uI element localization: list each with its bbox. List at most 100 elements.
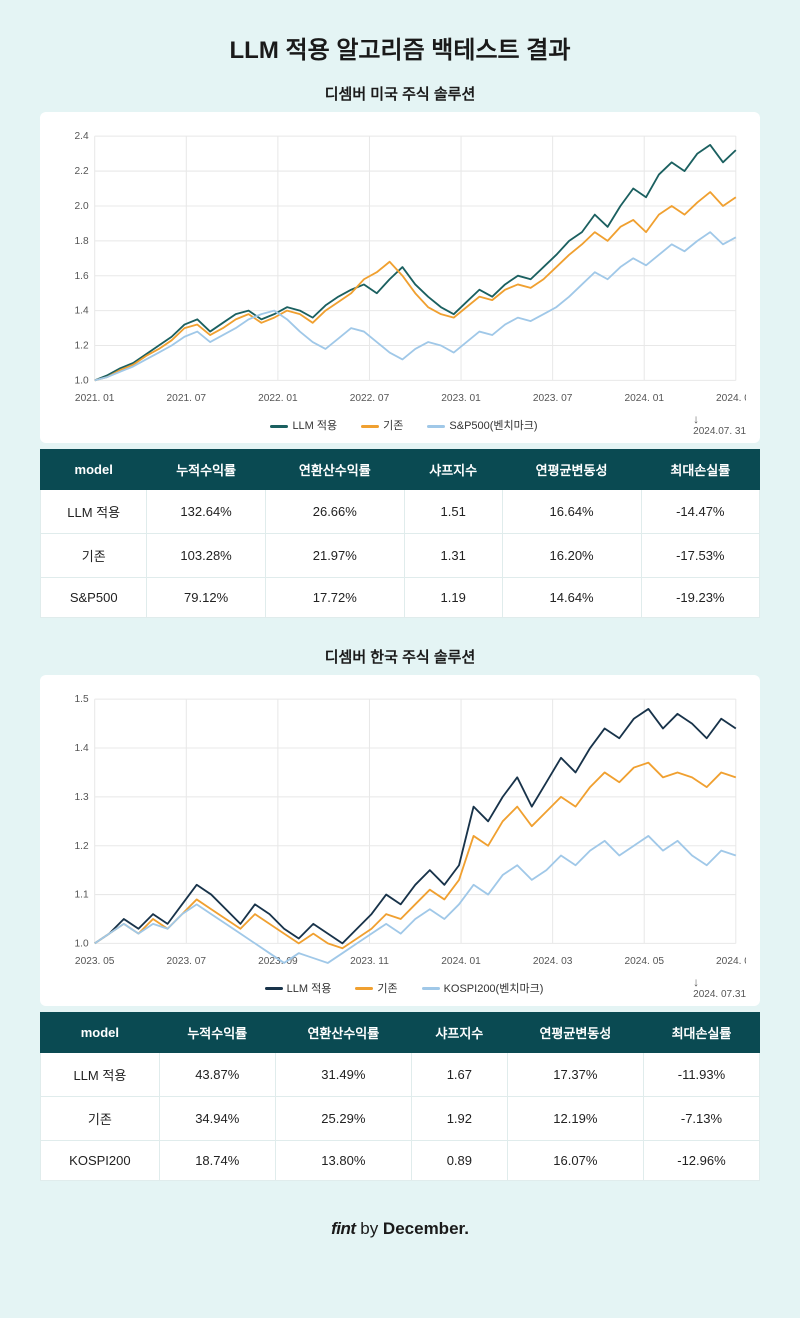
svg-text:1.0: 1.0 xyxy=(74,938,88,949)
table-cell: -17.53% xyxy=(641,533,759,577)
svg-text:1.2: 1.2 xyxy=(74,341,88,352)
chart2-svg: 1.0 1.1 1.2 1.3 1.4 1.5 2023. 05 2023. 07 2023. … xyxy=(54,689,746,974)
table-row: KOSPI20018.74%13.80%0.8916.07%-12.96% xyxy=(41,1140,760,1180)
table-cell: -7.13% xyxy=(643,1096,759,1140)
svg-text:2022. 07: 2022. 07 xyxy=(350,393,390,404)
table-cell: 16.07% xyxy=(507,1140,643,1180)
svg-text:2022. 01: 2022. 01 xyxy=(258,393,298,404)
svg-text:1.4: 1.4 xyxy=(74,306,88,317)
legend-item: LLM 적용 xyxy=(262,420,337,432)
svg-text:1.8: 1.8 xyxy=(74,236,88,247)
table-row: S&P50079.12%17.72%1.1914.64%-19.23% xyxy=(41,577,760,617)
table-row: LLM 적용43.87%31.49%1.6717.37%-11.93% xyxy=(41,1052,760,1096)
svg-text:1.1: 1.1 xyxy=(74,890,88,901)
legend-item: KOSPI200(벤치마크) xyxy=(414,983,544,995)
svg-text:1.0: 1.0 xyxy=(74,375,88,386)
chart1-svg: 1.0 1.2 1.4 1.6 1.8 2.0 2.2 2.4 2021. 01 2021. 07… xyxy=(54,126,746,411)
legend-item: 기존 xyxy=(347,983,397,995)
table-cell: 13.80% xyxy=(275,1140,411,1180)
table1: model누적수익률연환산수익률샤프지수연평균변동성최대손실률 LLM 적용132… xyxy=(40,449,760,618)
chart1-container: 1.0 1.2 1.4 1.6 1.8 2.0 2.2 2.4 2021. 01 2021. 07… xyxy=(40,112,760,443)
table-cell: -14.47% xyxy=(641,489,759,533)
table-cell: 0.89 xyxy=(411,1140,507,1180)
table-header: 연환산수익률 xyxy=(265,449,404,489)
table-cell: 17.37% xyxy=(507,1052,643,1096)
table-cell: 25.29% xyxy=(275,1096,411,1140)
svg-text:2024. 05: 2024. 05 xyxy=(624,956,664,967)
table-cell: 12.19% xyxy=(507,1096,643,1140)
table-row: 기존103.28%21.97%1.3116.20%-17.53% xyxy=(41,533,760,577)
svg-text:1.4: 1.4 xyxy=(74,743,88,754)
table-cell: 1.51 xyxy=(404,489,502,533)
table-header: model xyxy=(41,449,147,489)
table-header: 누적수익률 xyxy=(147,449,265,489)
table-cell: LLM 적용 xyxy=(41,1052,160,1096)
table-header: 최대손실률 xyxy=(641,449,759,489)
table-cell: 1.67 xyxy=(411,1052,507,1096)
chart1-end-date: ↓2024.07. 31 xyxy=(693,412,746,437)
table-cell: 34.94% xyxy=(159,1096,275,1140)
table-cell: 79.12% xyxy=(147,577,265,617)
chart1-title: 디셈버 미국 주식 솔루션 xyxy=(40,83,760,104)
table-cell: 14.64% xyxy=(502,577,641,617)
table-header: 연환산수익률 xyxy=(275,1012,411,1052)
table-header: 샤프지수 xyxy=(404,449,502,489)
table-header: 샤프지수 xyxy=(411,1012,507,1052)
table-cell: 43.87% xyxy=(159,1052,275,1096)
svg-text:1.5: 1.5 xyxy=(74,694,88,705)
table-cell: -19.23% xyxy=(641,577,759,617)
table-header: 누적수익률 xyxy=(159,1012,275,1052)
table-cell: 기존 xyxy=(41,1096,160,1140)
table-cell: S&P500 xyxy=(41,577,147,617)
main-title: LLM 적용 알고리즘 백테스트 결과 xyxy=(40,30,760,65)
table-cell: LLM 적용 xyxy=(41,489,147,533)
svg-text:2.2: 2.2 xyxy=(74,166,88,177)
svg-text:2023. 05: 2023. 05 xyxy=(75,956,115,967)
table-header: 연평균변동성 xyxy=(507,1012,643,1052)
svg-text:1.6: 1.6 xyxy=(74,271,88,282)
footer-logo: fint by December. xyxy=(40,1209,760,1239)
svg-text:2024. 01: 2024. 01 xyxy=(624,393,664,404)
legend-item: S&P500(벤치마크) xyxy=(419,420,537,432)
svg-text:2021. 01: 2021. 01 xyxy=(75,393,115,404)
table-cell: 21.97% xyxy=(265,533,404,577)
table-cell: -12.96% xyxy=(643,1140,759,1180)
table-cell: KOSPI200 xyxy=(41,1140,160,1180)
table-cell: 103.28% xyxy=(147,533,265,577)
svg-text:2023. 07: 2023. 07 xyxy=(167,956,207,967)
svg-text:2021. 07: 2021. 07 xyxy=(167,393,207,404)
svg-text:2023. 01: 2023. 01 xyxy=(441,393,481,404)
table-cell: 1.31 xyxy=(404,533,502,577)
table-cell: 132.64% xyxy=(147,489,265,533)
table-cell: 1.92 xyxy=(411,1096,507,1140)
svg-text:2023. 11: 2023. 11 xyxy=(350,956,389,967)
svg-text:2.0: 2.0 xyxy=(74,201,88,212)
table-row: 기존34.94%25.29%1.9212.19%-7.13% xyxy=(41,1096,760,1140)
svg-text:2023. 07: 2023. 07 xyxy=(533,393,573,404)
chart2-container: 1.0 1.1 1.2 1.3 1.4 1.5 2023. 05 2023. 07 2023. … xyxy=(40,675,760,1006)
table-cell: 16.64% xyxy=(502,489,641,533)
table-cell: 26.66% xyxy=(265,489,404,533)
svg-text:2024. 07: 2024. 07 xyxy=(716,393,746,404)
chart2-legend: LLM 적용 기존 KOSPI200(벤치마크) xyxy=(54,974,746,998)
table-cell: 16.20% xyxy=(502,533,641,577)
svg-text:2024. 07: 2024. 07 xyxy=(716,956,746,967)
legend-item: LLM 적용 xyxy=(257,983,332,995)
chart2-title: 디셈버 한국 주식 솔루션 xyxy=(40,646,760,667)
legend-item: 기존 xyxy=(353,420,403,432)
svg-text:1.2: 1.2 xyxy=(74,841,88,852)
table-cell: 기존 xyxy=(41,533,147,577)
table-cell: 31.49% xyxy=(275,1052,411,1096)
svg-text:2024. 01: 2024. 01 xyxy=(441,956,481,967)
svg-text:2.4: 2.4 xyxy=(74,131,88,142)
table-cell: 17.72% xyxy=(265,577,404,617)
table-cell: -11.93% xyxy=(643,1052,759,1096)
table-header: 최대손실률 xyxy=(643,1012,759,1052)
table2: model누적수익률연환산수익률샤프지수연평균변동성최대손실률LLM 적용43.… xyxy=(40,1012,760,1181)
chart1-legend: LLM 적용 기존 S&P500(벤치마크) xyxy=(54,411,746,435)
svg-text:2024. 03: 2024. 03 xyxy=(533,956,573,967)
table-header: 연평균변동성 xyxy=(502,449,641,489)
svg-text:1.3: 1.3 xyxy=(74,792,88,803)
table-cell: 18.74% xyxy=(159,1140,275,1180)
chart2-end-date: ↓2024. 07.31 xyxy=(693,975,746,1000)
